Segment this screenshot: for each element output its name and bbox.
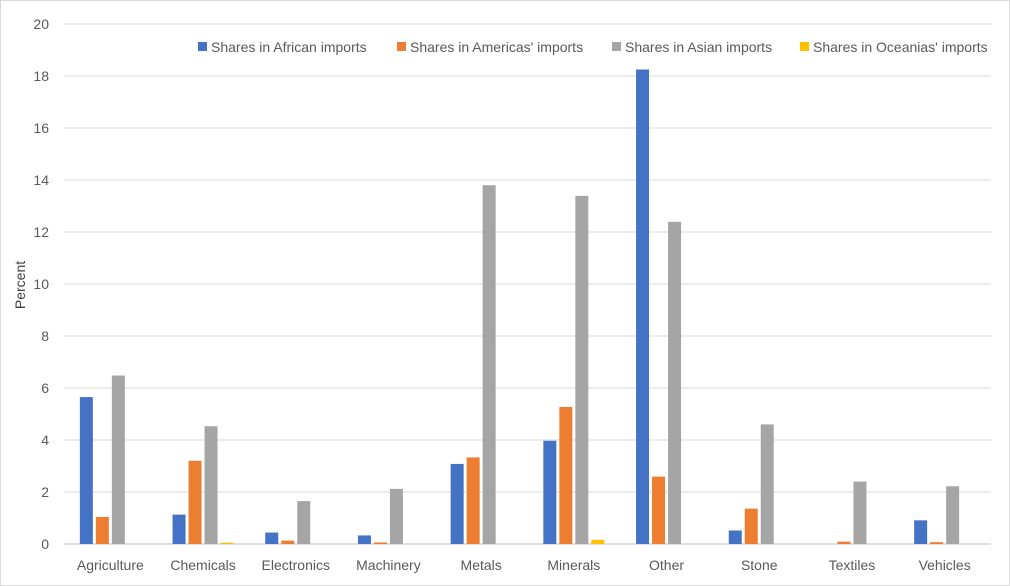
bar-electronics-series-1: [265, 532, 279, 544]
legend-label: Shares in Oceanias' imports: [813, 39, 988, 55]
y-tick-label: 16: [33, 120, 49, 136]
y-tick-label: 20: [33, 16, 49, 32]
bar-chemicals-series-3: [204, 426, 218, 544]
x-category-label: Minerals: [547, 557, 600, 573]
bar-textiles-series-2: [837, 541, 851, 544]
bar-agriculture-series-2: [95, 516, 109, 544]
x-category-label: Electronics: [262, 557, 330, 573]
x-category-label: Metals: [461, 557, 502, 573]
bar-other-series-1: [636, 69, 650, 544]
bar-agriculture-series-1: [79, 397, 93, 544]
y-tick-label: 2: [41, 484, 49, 500]
y-tick-label: 10: [33, 276, 49, 292]
bar-minerals-series-1: [543, 440, 557, 544]
bar-electronics-series-3: [297, 501, 311, 544]
y-tick-label: 0: [41, 536, 49, 552]
bar-machinery-series-1: [357, 535, 371, 544]
x-category-label: Chemicals: [170, 557, 235, 573]
legend-swatch: [612, 42, 621, 51]
legend-swatch: [397, 42, 406, 51]
legend-label: Shares in Asian imports: [625, 39, 772, 55]
bar-agriculture-series-3: [111, 375, 125, 544]
x-category-label: Stone: [741, 557, 778, 573]
bar-vehicles-series-3: [946, 486, 960, 544]
y-tick-label: 14: [33, 172, 49, 188]
bar-chemicals-series-1: [172, 514, 186, 544]
y-tick-label: 12: [33, 224, 49, 240]
bar-metals-series-3: [482, 185, 496, 544]
legend-swatch: [198, 42, 207, 51]
x-category-label: Textiles: [829, 557, 876, 573]
bar-other-series-3: [668, 221, 682, 545]
y-axis-title: Percent: [12, 261, 28, 309]
y-tick-label: 6: [41, 380, 49, 396]
bar-electronics-series-2: [281, 540, 295, 544]
bar-stone-series-2: [744, 508, 758, 544]
x-category-label: Vehicles: [919, 557, 971, 573]
x-category-label: Other: [649, 557, 684, 573]
bar-stone-series-1: [728, 530, 742, 544]
bar-minerals-series-4: [591, 539, 605, 544]
bar-chemicals-series-2: [188, 460, 202, 544]
x-category-label: Machinery: [356, 557, 421, 573]
bar-machinery-series-2: [373, 542, 387, 544]
legend-swatch: [800, 42, 809, 51]
bar-minerals-series-2: [559, 406, 573, 544]
bar-metals-series-1: [450, 463, 464, 544]
y-tick-label: 8: [41, 328, 49, 344]
x-category-label: Agriculture: [77, 557, 144, 573]
bar-metals-series-2: [466, 457, 480, 544]
bar-minerals-series-3: [575, 195, 589, 545]
legend-label: Shares in African imports: [211, 39, 367, 55]
bar-stone-series-3: [760, 424, 774, 544]
bar-chemicals-series-4: [220, 542, 234, 544]
bar-vehicles-series-1: [914, 520, 928, 544]
legend-label: Shares in Americas' imports: [410, 39, 583, 55]
bar-vehicles-series-2: [930, 542, 944, 544]
bar-other-series-2: [652, 476, 666, 544]
bar-textiles-series-3: [853, 481, 867, 544]
bar-machinery-series-3: [389, 488, 403, 544]
y-tick-label: 4: [41, 432, 49, 448]
y-tick-label: 18: [33, 68, 49, 84]
